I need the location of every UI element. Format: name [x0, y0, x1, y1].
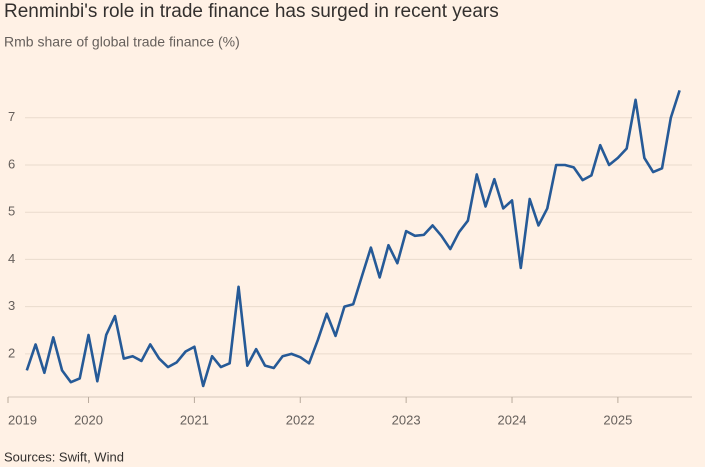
x-tick-label: 2020	[74, 412, 103, 427]
chart-subtitle: Rmb share of global trade finance (%)	[4, 34, 240, 50]
x-tick-label: 2025	[603, 412, 632, 427]
y-tick-label: 4	[8, 251, 15, 266]
y-tick-label: 3	[8, 298, 15, 313]
source: Sources: Swift, Wind	[4, 449, 124, 464]
y-tick-label: 7	[8, 109, 15, 124]
y-tick-label: 6	[8, 156, 15, 171]
x-tick-label: 2019	[8, 412, 37, 427]
y-tick-label: 2	[8, 345, 15, 360]
x-tick-label: 2024	[498, 412, 527, 427]
x-tick-label: 2021	[180, 412, 209, 427]
chart-title: Renminbi's role in trade finance has sur…	[4, 1, 499, 22]
x-tick-label: 2022	[286, 412, 315, 427]
y-tick-label: 5	[8, 204, 15, 219]
x-tick-label: 2023	[392, 412, 421, 427]
line	[25, 89, 681, 388]
